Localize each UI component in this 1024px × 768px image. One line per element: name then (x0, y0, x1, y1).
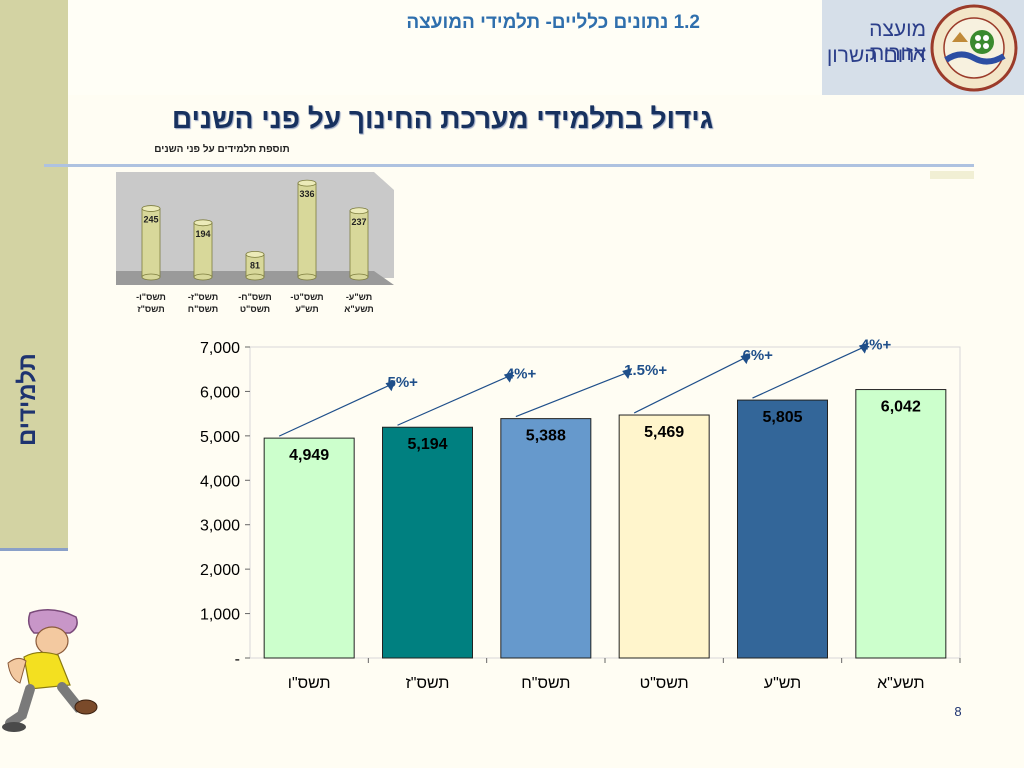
y-tick-label: - (235, 651, 240, 668)
logo-text-line1: מועצה אזורית (869, 18, 926, 65)
cylinder-top (349, 207, 369, 215)
x-category-label: תשס"ח (521, 675, 570, 692)
growth-arrow (278, 384, 390, 437)
section-title: 1.2 נתונים כלליים- תלמידי המועצה (406, 12, 700, 33)
cylinder-top (297, 179, 317, 187)
growth-arrowhead (740, 353, 751, 365)
boy-illustration (2, 609, 98, 732)
growth-arrowhead (385, 380, 396, 392)
page-number: 8 (954, 704, 962, 719)
small-chart-title: תוספת תלמידים על פני השנים (154, 143, 289, 155)
y-tick-label: 4,000 (200, 473, 240, 490)
cylinder-base (349, 273, 369, 281)
small-chart-category-label: תש"ע (295, 304, 318, 314)
small-chart-category-label: תשס"ח- (238, 292, 271, 302)
bar-value-label: 5,388 (526, 428, 566, 445)
title-rule-accent (930, 171, 974, 179)
cylinder-value-label: 81 (250, 260, 260, 270)
data-bar (263, 437, 355, 659)
data-bar (855, 389, 947, 659)
sidebar-label: תלמידים (14, 353, 41, 447)
small-chart-category-label: תשס"ו- (136, 292, 166, 302)
data-bar (382, 426, 473, 659)
small-chart-category-label: תש"ע- (346, 292, 372, 302)
growth-arrow (633, 357, 745, 414)
y-tick-label: 7,000 (200, 340, 240, 357)
cylinder-base (141, 273, 161, 281)
growth-percent-label: 1.5%+ (624, 362, 667, 379)
plot-area (249, 346, 961, 659)
header-bar (68, 0, 823, 95)
growth-arrowhead (858, 342, 869, 354)
growth-arrowhead (503, 371, 514, 383)
cylinder-top (193, 219, 213, 227)
small-chart-category-label: תשס"ט (240, 304, 270, 314)
council-seal-logo (930, 4, 1018, 92)
data-bar (500, 418, 592, 659)
small-chart-category-label: תשס"ז (137, 304, 164, 314)
title-rule (44, 164, 974, 167)
x-category-label: תשס"ו (288, 675, 331, 692)
cylinder-value-label: 336 (299, 189, 314, 199)
cylinder-base (245, 273, 265, 281)
growth-arrow (397, 376, 509, 426)
cylinder-top (141, 205, 161, 212)
cylinder-base (297, 273, 317, 281)
bar-value-label: 6,042 (881, 399, 921, 416)
cylinder-value-label: 237 (351, 217, 366, 227)
x-category-label: תשס"ז (406, 675, 450, 692)
cylinder-top (245, 250, 265, 258)
growth-percent-label: 6%+ (743, 347, 774, 364)
bar-value-label: 5,469 (644, 424, 684, 441)
data-bar (737, 399, 828, 659)
cylinder-value-label: 245 (143, 215, 158, 225)
small-chart-category-label: תשע"א (344, 304, 374, 314)
growth-arrow (752, 347, 864, 399)
small-chart-category-label: תשס"ז- (188, 292, 218, 302)
cylinder-value-label: 194 (195, 229, 210, 239)
growth-percent-label: 5%+ (388, 374, 419, 391)
small-chart-category-label: תשס"ט- (290, 292, 323, 302)
y-tick-label: 2,000 (200, 562, 240, 579)
left-sidebar (0, 0, 68, 551)
growth-percent-label: 4%+ (506, 366, 537, 383)
data-bar (618, 414, 710, 659)
student-increase-chart: תוספת תלמידים על פני השנים 245 194 81 336 23… (116, 143, 394, 314)
small-chart-category-label: תשס"ח (188, 304, 218, 314)
growth-arrowhead (622, 368, 633, 380)
growth-arrow (515, 372, 627, 418)
logo-text-line2: דרום השרון (826, 44, 926, 67)
y-tick-label: 3,000 (200, 518, 240, 535)
slide-title: גידול בתלמידי מערכת החינוך על פני השנים (171, 103, 714, 134)
y-tick-label: 5,000 (200, 429, 240, 446)
y-tick-label: 1,000 (200, 607, 240, 624)
small-chart-back-wall (116, 172, 394, 278)
student-totals-chart: - 1,000 2,000 3,000 4,000 5,000 6,000 7,000 תשס"… (200, 337, 961, 692)
bar-value-label: 4,949 (289, 447, 329, 464)
growth-percent-label: 4%+ (861, 337, 892, 354)
y-tick-label: 6,000 (200, 384, 240, 401)
x-category-label: תש"ע (764, 675, 801, 692)
bar-value-label: 5,805 (762, 409, 802, 426)
x-category-label: תשע"א (877, 675, 924, 692)
x-category-label: תשס"ט (640, 675, 689, 692)
cylinder-base (193, 273, 213, 281)
bar-value-label: 5,194 (407, 436, 447, 453)
